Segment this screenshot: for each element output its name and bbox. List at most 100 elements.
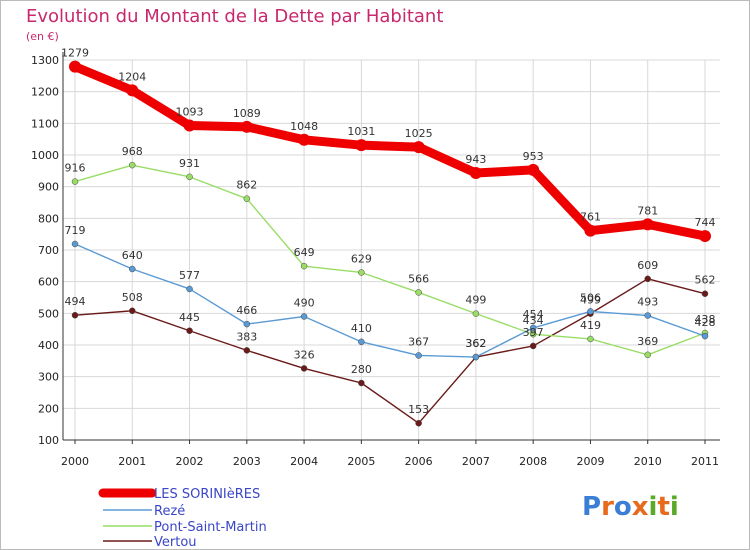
data-label: 499 [465, 294, 486, 307]
data-point [129, 307, 136, 315]
data-label: 494 [65, 295, 86, 308]
data-label: 397 [523, 326, 544, 339]
data-label: 506 [580, 291, 601, 304]
data-labels: 494 508 445 383 326 280 153 362 397 499 609 562 916 9… [61, 47, 716, 417]
data-label: 1279 [61, 47, 89, 60]
data-label: 1204 [118, 70, 146, 83]
data-point [527, 163, 540, 176]
data-label: 410 [351, 322, 372, 335]
data-label: 428 [695, 316, 716, 329]
data-label: 383 [236, 330, 257, 343]
data-point [300, 262, 308, 270]
data-point [243, 347, 251, 354]
data-label: 953 [523, 150, 544, 163]
data-label: 1089 [233, 107, 261, 120]
data-label: 1048 [290, 120, 318, 133]
y-tick-label: 1100 [31, 117, 59, 130]
data-label: 931 [179, 157, 200, 170]
y-tick-label: 900 [38, 181, 59, 194]
series-2 [71, 161, 709, 359]
data-label: 566 [408, 272, 429, 285]
data-point [584, 224, 597, 237]
data-point [644, 312, 651, 319]
data-point [186, 173, 193, 181]
data-label: 744 [695, 216, 716, 229]
data-label: 640 [122, 249, 143, 262]
chart-title: Evolution du Montant de la Dette par Hab… [26, 6, 443, 27]
data-label: 943 [465, 153, 486, 166]
x-tick-label: 2004 [290, 455, 318, 468]
data-label: 1093 [176, 106, 204, 119]
series-line [70, 62, 710, 241]
data-point [415, 352, 422, 359]
data-point [186, 285, 193, 293]
data-label: 508 [122, 291, 143, 304]
data-point [358, 379, 365, 387]
series-lines [69, 60, 711, 427]
data-point [699, 230, 711, 243]
data-point [472, 353, 480, 361]
legend-label: LES SORINIèRES [154, 487, 260, 502]
data-label: 629 [351, 252, 372, 265]
x-tick-label: 2003 [233, 455, 261, 468]
data-label: 761 [580, 211, 601, 224]
data-point [355, 139, 368, 152]
data-label: 434 [523, 314, 544, 327]
data-point [529, 342, 537, 350]
x-tick-label: 2008 [519, 455, 547, 468]
series-line [74, 164, 706, 356]
y-tick-label: 800 [38, 212, 59, 225]
y-tick-label: 400 [38, 339, 59, 352]
series-3 [71, 275, 709, 427]
y-tick-label: 100 [38, 434, 59, 447]
data-label: 493 [637, 296, 658, 309]
data-point [358, 338, 365, 346]
data-point [529, 324, 537, 332]
y-tick-label: 1200 [31, 86, 59, 99]
data-point [469, 167, 482, 180]
x-tick-label: 2009 [576, 455, 604, 468]
data-label: 577 [179, 269, 200, 282]
data-label: 362 [465, 337, 486, 350]
axes: 100 200 300 400 500 600 700 800 900 1000 1100 1200 1… [31, 52, 720, 468]
data-point [69, 60, 81, 73]
data-label: 1031 [347, 125, 375, 138]
data-label: 466 [236, 304, 257, 317]
x-tick-label: 2002 [176, 455, 204, 468]
data-label: 862 [236, 179, 257, 192]
x-tick-label: 2011 [691, 455, 719, 468]
data-point [243, 320, 251, 328]
data-point [183, 119, 196, 132]
data-label: 1025 [405, 127, 433, 140]
data-point [71, 178, 79, 185]
data-point [701, 332, 709, 340]
x-tick-label: 2010 [634, 455, 662, 468]
data-label: 445 [179, 311, 200, 324]
data-point [300, 365, 308, 372]
y-tick-label: 200 [38, 402, 59, 415]
y-tick-label: 1000 [31, 149, 59, 162]
data-label: 419 [580, 319, 601, 332]
y-tick-label: 300 [38, 371, 59, 384]
data-label: 916 [65, 162, 86, 175]
data-point [412, 141, 425, 154]
data-point [415, 419, 422, 427]
data-point [298, 133, 311, 146]
data-label: 781 [637, 204, 658, 217]
data-point [186, 327, 193, 334]
series-line [74, 243, 706, 358]
x-tick-label: 2007 [462, 455, 490, 468]
data-point [240, 120, 253, 133]
data-label: 719 [65, 224, 86, 237]
data-point [415, 289, 422, 296]
data-point [71, 311, 79, 319]
data-point [644, 275, 651, 283]
data-point [126, 84, 139, 97]
data-label: 609 [637, 259, 658, 272]
data-point [300, 313, 308, 320]
legend-label: Vertou [154, 535, 197, 550]
series-1 [71, 240, 709, 361]
data-label: 562 [695, 274, 716, 287]
y-tick-label: 700 [38, 244, 59, 257]
